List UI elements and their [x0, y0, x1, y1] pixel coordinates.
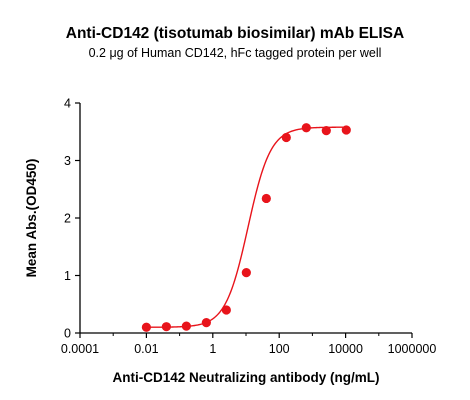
- data-point: [281, 132, 291, 143]
- y-tick-label: 1: [64, 269, 71, 283]
- y-tick-label: 2: [64, 212, 71, 226]
- data-point: [141, 322, 151, 332]
- fit-curve-layer: [146, 126, 347, 328]
- axes: 0 1 2 3 4 0.0001 0.01 1 100 10000 1000000: [61, 97, 436, 357]
- y-tick-label: 3: [64, 154, 71, 168]
- x-tick-label: 0.01: [134, 342, 158, 356]
- data-point: [221, 305, 231, 315]
- x-tick-label: 0.0001: [61, 342, 99, 356]
- data-point: [161, 322, 171, 332]
- fit-curve: [146, 126, 347, 328]
- data-point: [321, 126, 331, 136]
- x-tick-label: 1000000: [388, 342, 437, 356]
- data-point: [301, 123, 311, 133]
- y-axis-label: Mean Abs.(OD450): [24, 159, 39, 278]
- x-tick-label: 100: [269, 342, 290, 356]
- data-point: [261, 193, 271, 204]
- y-tick-label: 0: [64, 327, 71, 341]
- data-point: [181, 321, 191, 331]
- chart-title: Anti-CD142 (tisotumab biosimilar) mAb EL…: [66, 25, 404, 42]
- data-point: [201, 318, 211, 328]
- y-tick-label: 4: [64, 97, 71, 111]
- data-point: [341, 125, 351, 135]
- x-tick-label: 10000: [328, 342, 363, 356]
- data-point: [241, 268, 251, 278]
- x-tick-label: 1: [209, 342, 216, 356]
- x-axis-label: Anti-CD142 Neutralizing antibody (ng/mL): [112, 370, 379, 385]
- chart-subtitle: 0.2 μg of Human CD142, hFc tagged protei…: [89, 46, 382, 60]
- data-points-layer: [141, 123, 351, 332]
